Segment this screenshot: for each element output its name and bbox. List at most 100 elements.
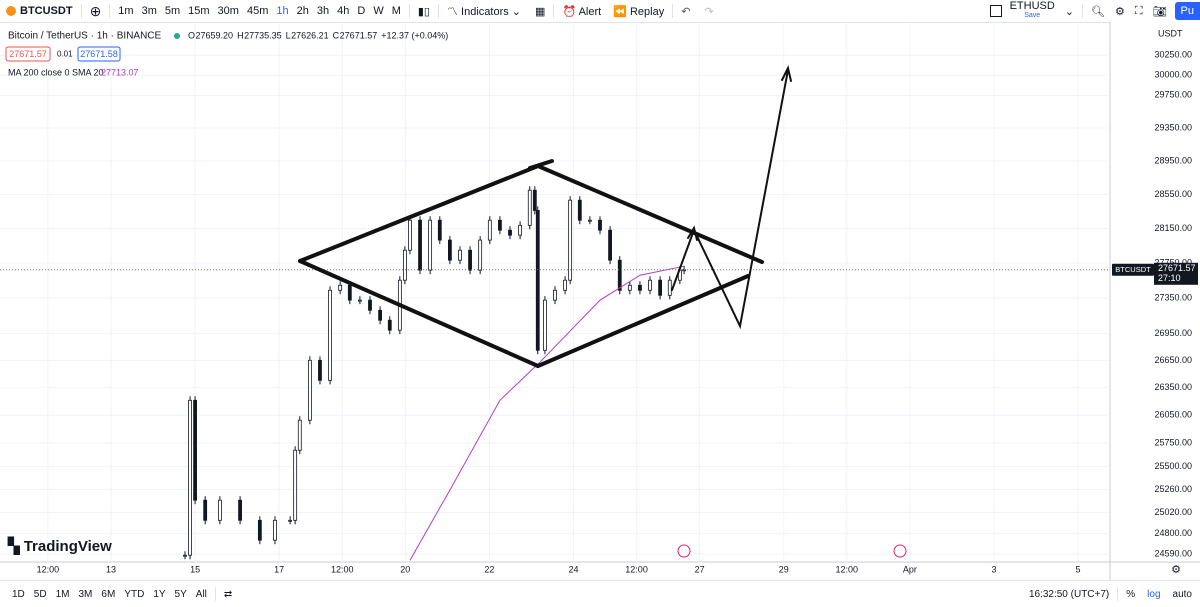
interval-button[interactable]: 4h [337, 5, 350, 17]
interval-button[interactable]: 1m [118, 5, 134, 17]
candle-body [563, 279, 567, 291]
ma-line [409, 265, 685, 561]
interval-button[interactable]: W [373, 5, 384, 17]
change: +12.37 (+0.04%) [381, 30, 448, 40]
interval-button[interactable]: 2h [296, 5, 309, 17]
date-range-button[interactable]: ⇄ [223, 588, 233, 600]
y-tick-label: 25750.00 [1154, 438, 1192, 448]
watermark: ▚ TradingView [7, 536, 112, 556]
range-button[interactable]: 1M [55, 588, 70, 600]
x-tick-label: 12:00 [331, 564, 354, 574]
trend-line[interactable] [298, 164, 540, 263]
search-button[interactable]: 🔍︎ [1091, 5, 1105, 18]
candle-body [347, 284, 352, 301]
range-button[interactable]: 1Y [153, 588, 166, 600]
range-button[interactable]: 5D [33, 588, 47, 600]
symbol-tag-text: BTCUSDT [1115, 265, 1151, 274]
legend-title: Bitcoin / TetherUS · 1h · BINANCE [8, 31, 162, 42]
candle-body [638, 284, 642, 291]
interval-button[interactable]: D [357, 5, 366, 17]
event-icon[interactable] [677, 544, 691, 558]
range-button[interactable]: All [195, 588, 207, 600]
replay-button[interactable]: ⏪ Replay [613, 5, 665, 18]
candle-body [648, 279, 652, 291]
interval-button[interactable]: 1h [276, 5, 289, 17]
snapshot-button[interactable]: 📷︎ [1152, 5, 1167, 18]
x-tick-label: 22 [484, 564, 494, 574]
range-button[interactable]: 6M [101, 588, 116, 600]
interval-button[interactable]: 3m [141, 5, 157, 17]
arrow-head [687, 225, 698, 241]
undo-button[interactable]: ↶ [681, 5, 691, 18]
auto-toggle[interactable]: auto [1172, 588, 1192, 600]
range-button[interactable]: 5Y [174, 588, 187, 600]
log-toggle[interactable]: log [1147, 588, 1161, 600]
chart-type[interactable]: ▮▯ [417, 5, 430, 18]
price-tag [1154, 262, 1198, 285]
separator [109, 4, 111, 18]
layout-name[interactable]: ETHUSD Save [1009, 0, 1055, 20]
y-tick-label: 25020.00 [1154, 507, 1192, 517]
bid-box[interactable] [5, 46, 51, 62]
symbol[interactable]: BTCUSDT [20, 5, 73, 17]
candle-body [447, 239, 452, 261]
layout-menu[interactable]: ⌄ [1064, 5, 1075, 18]
fullscreen-button[interactable]: ⛶ [1134, 4, 1143, 17]
trend-line[interactable] [298, 259, 540, 368]
range-button[interactable]: 1D [12, 588, 25, 600]
x-tick-label: 27 [695, 564, 705, 574]
interval-button[interactable]: 3h [316, 5, 330, 17]
candle-body [532, 189, 537, 211]
percent-toggle[interactable]: % [1126, 588, 1136, 600]
y-tick-label: 28150.00 [1154, 223, 1192, 233]
x-tick-label: 13 [106, 564, 116, 574]
trend-line[interactable] [536, 274, 750, 368]
candle-body [238, 499, 242, 521]
candle-body [358, 299, 362, 302]
publish-button[interactable]: Pu [1174, 2, 1200, 20]
series-layer [0, 186, 1110, 561]
settings-button[interactable]: ⚙ [1114, 5, 1125, 18]
interval-button[interactable]: 5m [164, 5, 181, 17]
path-arrow[interactable] [671, 69, 789, 330]
candle-body [535, 210, 540, 351]
axis-settings[interactable]: ⚙ [1171, 564, 1181, 576]
watermark-text: TradingView [24, 538, 112, 555]
indicators-button[interactable]: 〽 Indicators ⌄ [446, 6, 522, 18]
interval-button[interactable]: 15m [188, 5, 210, 17]
x-tick-label: 15 [190, 564, 200, 574]
candle-body [408, 219, 412, 251]
candle-body [627, 284, 632, 291]
ma-label: MA 200 close 0 SMA 20 [8, 67, 104, 77]
range-button[interactable]: 3M [78, 588, 93, 600]
y-tick-label: 27350.00 [1154, 292, 1192, 302]
ohlc-value: 27626.21 [291, 30, 329, 40]
trend-line[interactable] [536, 164, 764, 264]
add-symbol[interactable]: ⊕ [89, 2, 102, 19]
trend-line[interactable] [528, 159, 554, 170]
candle-body [288, 519, 293, 522]
interval-button[interactable]: 30m [217, 5, 239, 17]
candle-body [587, 219, 592, 222]
compare-symbol: ETHUSD [1009, 0, 1055, 12]
interval-button[interactable]: M [391, 5, 401, 17]
x-tick-label: 24 [568, 564, 578, 574]
layout-icon[interactable] [989, 5, 1002, 17]
ask-box[interactable] [77, 46, 121, 62]
ohlc-key: L [286, 30, 291, 40]
alert-button[interactable]: ⏰ Alert [562, 5, 602, 18]
candle-body [667, 279, 672, 296]
ohlc-key: H [237, 30, 244, 40]
range-button[interactable]: YTD [124, 588, 145, 600]
candle-body [193, 399, 197, 501]
candle-body [203, 499, 208, 521]
x-tick-label: 5 [1076, 564, 1081, 574]
event-icon[interactable] [893, 544, 907, 558]
candle-body [568, 199, 573, 281]
ohlc-value: 27735.35 [244, 30, 282, 40]
ohlc-value: 27659.20 [196, 30, 234, 40]
interval-button[interactable]: 45m [246, 5, 269, 17]
redo-button[interactable]: ↷ [704, 5, 714, 18]
layouts-button[interactable]: ▦ [535, 5, 546, 18]
